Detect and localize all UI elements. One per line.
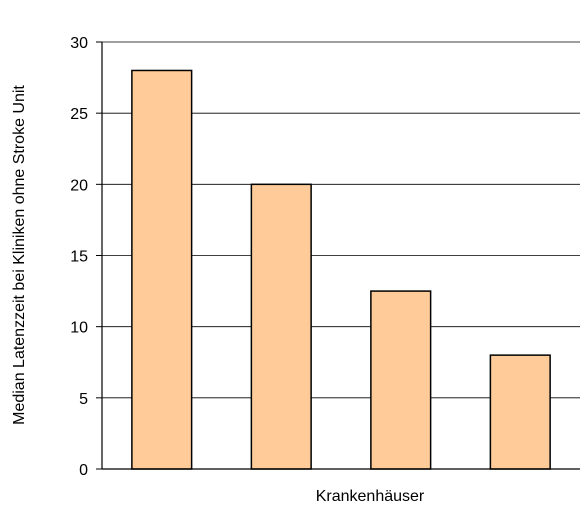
y-ticks: 0 5 10 15 20 25 30 — [70, 35, 102, 479]
y-tick-label: 25 — [70, 106, 88, 123]
bars — [131, 69, 551, 470]
y-tick-label: 20 — [70, 177, 88, 194]
y-tick-label: 5 — [79, 391, 88, 408]
y-tick-label: 15 — [70, 249, 88, 266]
y-tick-label: 0 — [79, 462, 88, 479]
bar — [370, 290, 432, 470]
y-tick-label: 30 — [70, 35, 88, 52]
bar — [131, 69, 193, 470]
x-axis-label: Krankenhäuser — [316, 488, 425, 505]
bar — [250, 183, 312, 470]
y-axis-label: Median Latenzzeit bei Kliniken ohne Stro… — [11, 85, 28, 425]
y-tick-label: 10 — [70, 320, 88, 337]
bar — [489, 354, 551, 470]
